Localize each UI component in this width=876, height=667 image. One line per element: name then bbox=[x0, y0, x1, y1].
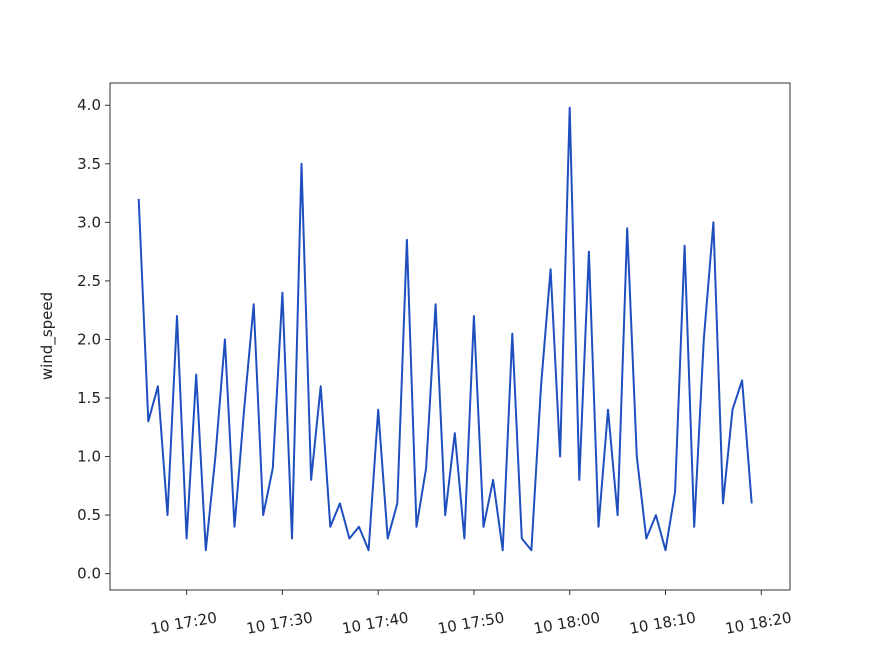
x-tick-label: 10 17:40 bbox=[341, 608, 410, 637]
plot-frame bbox=[109, 82, 791, 591]
y-tick-label: 4.0 bbox=[77, 96, 101, 114]
y-tick-label: 3.0 bbox=[77, 213, 101, 231]
y-axis-label: wind_speed bbox=[38, 292, 57, 380]
y-tick-label: 1.0 bbox=[77, 448, 101, 466]
x-tick-label: 10 18:20 bbox=[724, 608, 793, 637]
x-tick-label: 10 17:50 bbox=[436, 608, 505, 637]
x-tick-label: 10 18:00 bbox=[532, 608, 601, 637]
y-tick-label: 2.5 bbox=[77, 272, 101, 290]
y-tick-label: 0.5 bbox=[77, 506, 101, 524]
x-tick-label: 10 17:30 bbox=[245, 608, 314, 637]
y-tick-label: 3.5 bbox=[77, 155, 101, 173]
y-tick-label: 2.0 bbox=[77, 330, 101, 348]
x-tick-label: 10 18:10 bbox=[628, 608, 697, 637]
x-tick-label: 10 17:20 bbox=[149, 608, 218, 637]
y-tick-label: 1.5 bbox=[77, 389, 101, 407]
y-tick-label: 0.0 bbox=[77, 565, 101, 583]
line-series bbox=[137, 106, 753, 552]
